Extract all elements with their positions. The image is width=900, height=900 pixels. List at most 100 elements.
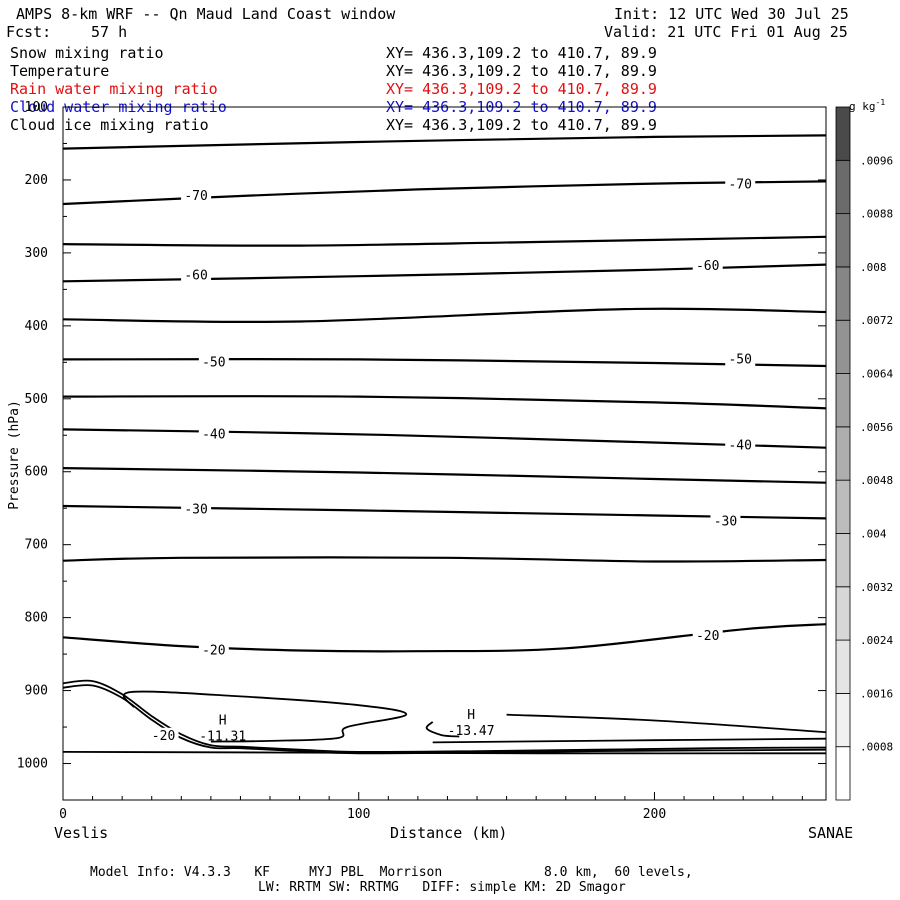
label-mask — [198, 426, 229, 442]
label-mask — [710, 513, 741, 529]
colorbar-tick-label: .0016 — [860, 687, 893, 700]
x-tick-label: 0 — [59, 807, 67, 822]
chart-title: AMPS 8-km WRF -- Qn Maud Land Coast wind… — [16, 5, 396, 23]
colorbar-tick-label: .0032 — [860, 581, 893, 594]
y-tick-label: 700 — [25, 538, 48, 553]
colorbar-box — [835, 533, 851, 588]
isotherm-line — [62, 134, 827, 150]
high-marker: H — [219, 714, 227, 729]
model-info-line1: Model Info: V4.3.3 KF MYJ PBL Morrison 8… — [90, 865, 693, 880]
axis-ticks: 100 200 300 400 500 600 700 800 900 1000 0 100 200 — [17, 100, 826, 822]
colorbar-box — [835, 639, 851, 694]
y-tick-label: 900 — [25, 684, 48, 699]
temperature-label: -70 — [184, 189, 207, 204]
y-tick-label: 400 — [25, 319, 48, 334]
terrain-contour — [62, 679, 827, 753]
label-mask — [148, 727, 179, 743]
temperature-label: -40 — [202, 428, 225, 443]
terrain-contour — [432, 737, 827, 744]
colorbar-tick-label: .0048 — [860, 474, 893, 487]
legend-name-cloud-ice: Cloud ice mixing ratio — [10, 116, 209, 134]
colorbar-box — [835, 213, 851, 268]
colorbar-unit: g kg-1 — [849, 98, 885, 113]
terrain-contour — [506, 713, 827, 734]
isotherm-line — [62, 180, 827, 206]
colorbar-box — [835, 479, 851, 534]
label-mask — [181, 501, 212, 517]
temperature-contours — [62, 134, 827, 653]
high-value: -13.47 — [448, 724, 495, 739]
forecast-label: Fcst: — [6, 23, 52, 41]
legend-name-rain: Rain water mixing ratio — [10, 80, 218, 98]
high-marker: H — [467, 708, 475, 723]
y-tick-label: 500 — [25, 392, 48, 407]
y-tick-label: 1000 — [17, 757, 48, 772]
isotherm-line — [62, 504, 827, 520]
terrain-contour — [425, 721, 460, 738]
y-tick-label: 300 — [25, 246, 48, 261]
isotherm-line — [62, 623, 827, 653]
label-mask — [181, 187, 212, 203]
temperature-label: -20 — [152, 729, 175, 744]
isotherm-line — [62, 467, 827, 484]
temperature-label: -60 — [696, 259, 719, 274]
contour-labels: -70 -70 -60 -60 -50 -50 -40 -40 -30 -30 -20 -20 -20 H… — [148, 176, 756, 745]
isotherm-line — [62, 235, 827, 247]
legend-xy-rain: XY= 436.3,109.2 to 410.7, 89.9 — [386, 80, 657, 98]
y-tick-label: 800 — [25, 611, 48, 626]
colorbar-tick-label: .0096 — [860, 154, 893, 167]
low-level-contours — [62, 679, 827, 755]
y-tick-label: 100 — [25, 100, 48, 115]
legend-xy-cloud-ice: XY= 436.3,109.2 to 410.7, 89.9 — [386, 116, 657, 134]
label-mask — [725, 351, 756, 367]
colorbar-tick-label: .0072 — [860, 314, 893, 327]
isotherm-line — [62, 307, 827, 324]
y-tick-label: 200 — [25, 173, 48, 188]
colorbar-tick-label: .0088 — [860, 208, 893, 221]
colorbar-tick-label: .0024 — [860, 634, 893, 647]
colorbar-box — [835, 692, 851, 748]
label-mask — [725, 437, 756, 453]
legend-xy-temperature: XY= 436.3,109.2 to 410.7, 89.9 — [386, 62, 657, 80]
y-axis-label: Pressure (hPa) — [7, 400, 22, 510]
label-mask — [692, 258, 723, 274]
init-time: Init: 12 UTC Wed 30 Jul 25 — [614, 5, 849, 23]
temperature-label: -60 — [184, 269, 207, 284]
colorbar-box — [835, 159, 851, 215]
temperature-label: -20 — [696, 629, 719, 644]
colorbar-box — [835, 373, 851, 428]
x-axis-label: Distance (km) — [390, 824, 508, 842]
forecast-hours: 57 h — [91, 23, 128, 41]
terrain-contour — [62, 751, 827, 755]
plot-frame — [62, 106, 827, 801]
x-tick-label: 100 — [347, 807, 370, 822]
temperature-label: -30 — [184, 503, 207, 518]
colorbar-box — [835, 586, 851, 641]
temperature-label: -50 — [728, 352, 751, 367]
legend-name-temperature: Temperature — [10, 62, 110, 80]
colorbar-tick-label: .008 — [860, 261, 887, 274]
label-mask — [692, 627, 723, 643]
x-tick-label: 200 — [643, 807, 666, 822]
colorbar-box — [835, 266, 851, 321]
temperature-label: -70 — [728, 177, 751, 192]
colorbar-box — [835, 426, 851, 481]
right-endpoint-label: SANAE — [808, 824, 854, 842]
model-info-line2: LW: RRTM SW: RRTMG DIFF: simple KM: 2D S… — [258, 880, 626, 895]
colorbar-tick-label: .004 — [860, 527, 887, 540]
isotherm-line — [62, 428, 827, 449]
y-tick-label: 600 — [25, 465, 48, 480]
temperature-label: -40 — [728, 438, 751, 453]
label-mask — [198, 354, 229, 370]
label-mask — [725, 176, 756, 192]
temperature-label: -50 — [202, 355, 225, 370]
valid-time: Valid: 21 UTC Fri 01 Aug 25 — [604, 23, 848, 41]
colorbar: .0008 .0016 .0024 .0032 .004 .0048 .0056 .0064.… — [835, 106, 893, 801]
isotherm-line — [62, 358, 827, 368]
temperature-label: -20 — [202, 643, 225, 658]
colorbar-tick-label: .0008 — [860, 741, 893, 754]
label-mask — [198, 642, 229, 658]
colorbar-tick-label: .0064 — [860, 368, 893, 381]
terrain-contour — [123, 690, 408, 743]
